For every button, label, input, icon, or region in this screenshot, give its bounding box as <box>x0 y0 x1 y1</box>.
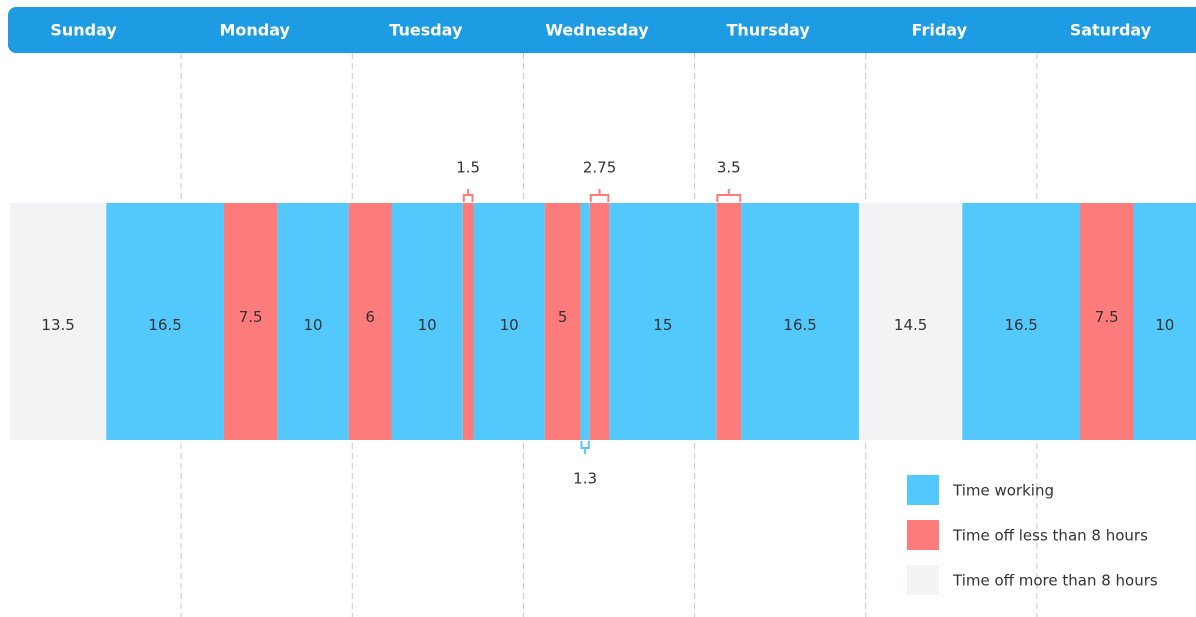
segment <box>609 203 717 440</box>
bracket <box>716 189 742 202</box>
bracket <box>589 189 610 202</box>
segment-label: 7.5 <box>1095 308 1119 326</box>
legend-swatch <box>907 565 939 595</box>
segment <box>858 203 963 440</box>
segment-label: 1.3 <box>573 470 597 488</box>
segment <box>391 203 463 440</box>
segment <box>473 203 545 440</box>
segment-label: 16.5 <box>783 316 816 334</box>
segment-label: 16.5 <box>1004 316 1037 334</box>
day-label: Saturday <box>1070 21 1152 40</box>
segment-label: 15 <box>653 316 672 334</box>
header-bar <box>8 7 1196 53</box>
segment <box>106 203 224 440</box>
legend-label: Time off more than 8 hours <box>952 572 1158 590</box>
segment <box>716 203 742 440</box>
segment <box>962 203 1080 440</box>
segment-label: 14.5 <box>894 316 927 334</box>
segment <box>462 203 474 440</box>
day-label: Thursday <box>726 21 810 40</box>
legend-swatch <box>907 475 939 505</box>
segment-label: 3.5 <box>717 159 741 177</box>
segment-label: 6 <box>365 308 375 326</box>
day-label: Tuesday <box>389 21 463 40</box>
day-label: Monday <box>219 21 290 40</box>
segment-label: 10 <box>304 316 323 334</box>
legend-swatch <box>907 520 939 550</box>
segment-label: 1.5 <box>456 159 480 177</box>
segment-label: 16.5 <box>148 316 181 334</box>
segment <box>223 203 278 440</box>
segment <box>348 203 392 440</box>
day-label: Sunday <box>50 21 117 40</box>
bracket <box>580 441 590 454</box>
segment <box>741 203 859 440</box>
segment <box>589 203 610 440</box>
legend-label: Time working <box>952 482 1054 500</box>
segment-label: 10 <box>500 316 519 334</box>
day-label: Friday <box>912 21 968 40</box>
segment-label: 2.75 <box>583 159 616 177</box>
segment <box>277 203 349 440</box>
segment <box>10 203 107 440</box>
segment <box>1133 203 1196 440</box>
legend-label: Time off less than 8 hours <box>952 527 1148 545</box>
segment-label: 10 <box>418 316 437 334</box>
segment <box>580 203 590 440</box>
day-label: Wednesday <box>545 21 649 40</box>
segment-label: 13.5 <box>41 316 74 334</box>
bracket <box>462 189 474 202</box>
segment-label: 7.5 <box>239 308 263 326</box>
segment-label: 10 <box>1155 316 1174 334</box>
segment <box>544 203 581 440</box>
segment <box>1079 203 1134 440</box>
segment-label: 5 <box>558 308 568 326</box>
